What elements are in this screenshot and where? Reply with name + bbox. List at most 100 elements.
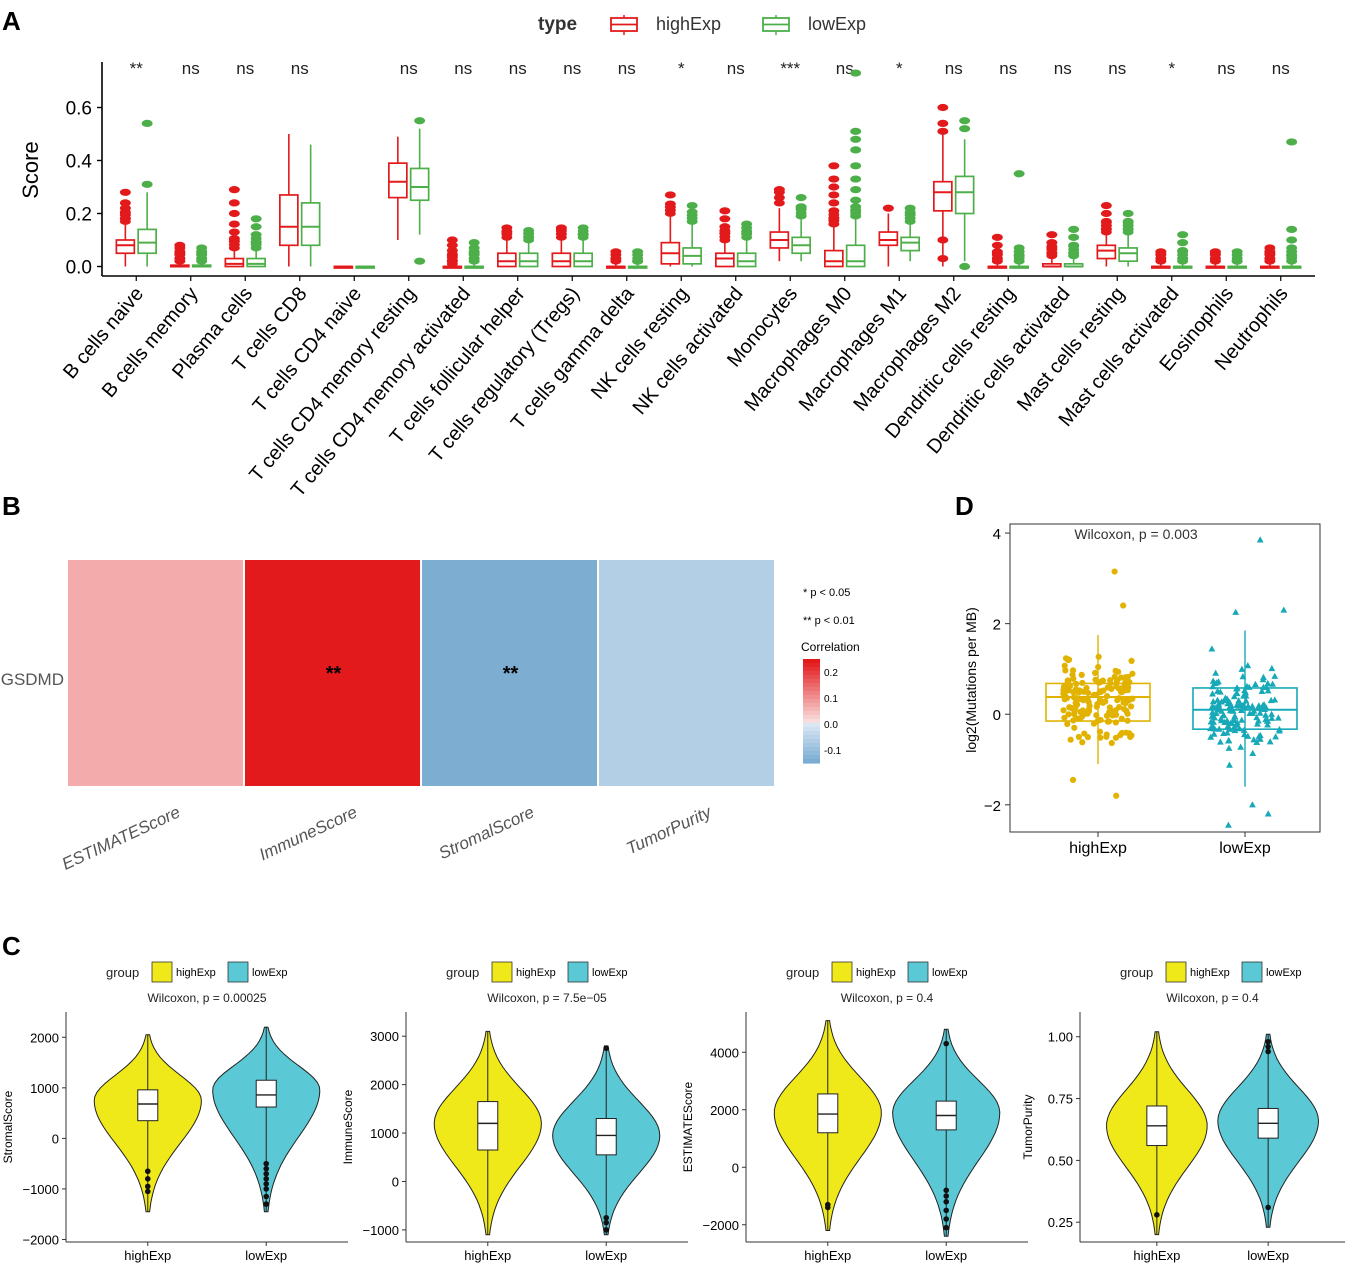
- d-point: [1245, 683, 1253, 690]
- a-outlier: [850, 69, 862, 77]
- c-y-label: ESTIMATEScore: [681, 1081, 695, 1172]
- d-point: [1108, 739, 1115, 747]
- b-colorbar-step: [803, 659, 820, 664]
- d-point: [1079, 679, 1086, 687]
- a-significance-label: ns: [291, 59, 309, 78]
- a-outlier: [119, 199, 131, 207]
- c-y-tick-label: 4000: [710, 1045, 739, 1060]
- d-point: [1103, 733, 1110, 740]
- a-outlier: [1264, 248, 1276, 256]
- c-y-tick-label: 1000: [30, 1081, 59, 1096]
- a-outlier: [773, 199, 785, 207]
- a-outlier: [773, 186, 785, 194]
- c-x-label: lowExp: [925, 1248, 967, 1263]
- d-point: [1208, 645, 1216, 652]
- a-y-tick-label: 0.6: [66, 99, 92, 120]
- d-point: [1209, 690, 1216, 697]
- a-outlier: [1068, 242, 1080, 250]
- a-outlier: [959, 117, 971, 125]
- d-point: [1093, 691, 1100, 698]
- a-outlier: [882, 204, 894, 212]
- d-point: [1267, 696, 1275, 704]
- d-point: [1078, 671, 1085, 678]
- c-outlier: [943, 1193, 950, 1199]
- c-y-tick-label: −1000: [22, 1182, 59, 1197]
- c-y-tick-label: 0.25: [1048, 1215, 1073, 1230]
- a-outlier: [686, 201, 698, 210]
- c-x-label: highExp: [804, 1248, 851, 1263]
- d-point: [1112, 667, 1119, 674]
- panel-label-a: A: [2, 6, 21, 36]
- a-category-label: NK cells resting: [587, 283, 693, 404]
- d-point: [1208, 703, 1216, 710]
- c-legend-label: lowExp: [932, 967, 967, 979]
- panel-d-mutation-boxplot: −2 0 2 4 log2(Mutations per MB) Wilcoxon, p =…: [963, 523, 1321, 857]
- a-box: [1096, 244, 1117, 260]
- a-outlier: [1046, 242, 1058, 250]
- c-outlier: [144, 1188, 151, 1195]
- b-colorbar-step: [803, 679, 820, 684]
- a-outlier: [119, 208, 131, 216]
- c-y-tick-label: 1000: [370, 1126, 399, 1141]
- d-point: [1280, 606, 1288, 613]
- d-point: [1095, 663, 1102, 671]
- b-column-label: StromalScore: [436, 802, 537, 863]
- c-y-tick-label: 3000: [370, 1029, 399, 1044]
- d-point: [1223, 696, 1231, 703]
- c-x-label: highExp: [1133, 1248, 1180, 1263]
- d-point: [1073, 680, 1080, 688]
- a-box: [900, 236, 920, 252]
- b-colorbar-label: 0.0: [824, 720, 838, 731]
- c-x-label: highExp: [464, 1248, 511, 1263]
- a-outlier: [828, 191, 840, 199]
- d-point: [1244, 732, 1252, 739]
- d-point: [1253, 713, 1261, 721]
- b-colorbar-step: [803, 715, 820, 720]
- a-box: [878, 231, 899, 247]
- d-point: [1230, 716, 1238, 723]
- a-outlier: [446, 241, 458, 249]
- b-colorbar-step: [803, 667, 820, 672]
- d-point: [1068, 704, 1075, 711]
- b-colorbar-step: [803, 703, 820, 708]
- d-point: [1120, 602, 1127, 609]
- a-box: [137, 228, 157, 255]
- a-outlier: [1286, 138, 1298, 146]
- d-point: [1227, 719, 1235, 726]
- a-outlier: [850, 146, 862, 154]
- c-box: [817, 1093, 839, 1134]
- b-colorbar-step: [803, 759, 820, 764]
- d-point: [1235, 697, 1243, 704]
- d-point: [1127, 733, 1134, 741]
- a-outlier: [141, 119, 153, 127]
- d-point: [1069, 671, 1076, 678]
- d-point: [1232, 608, 1240, 615]
- c-legend-label: highExp: [516, 967, 556, 979]
- b-colorbar-step: [803, 711, 820, 716]
- b-column-label: TumorPurity: [623, 802, 715, 858]
- a-outlier: [228, 235, 240, 242]
- a-outlier: [850, 162, 862, 170]
- d-point: [1233, 689, 1241, 696]
- a-outlier: [937, 127, 949, 135]
- a-significance-label: ns: [1272, 59, 1290, 78]
- a-outlier: [228, 199, 240, 207]
- d-point: [1064, 679, 1071, 686]
- c-legend-swatch-low: [1241, 961, 1263, 983]
- a-outlier: [850, 196, 862, 204]
- b-colorbar-step: [803, 723, 820, 728]
- c-y-tick-label: 0: [52, 1131, 59, 1146]
- d-y-tick-label: −2: [984, 798, 1001, 815]
- c-legend-title: group: [106, 965, 139, 980]
- a-outlier: [850, 127, 862, 135]
- d-point: [1060, 683, 1068, 690]
- a-outlier: [850, 175, 862, 183]
- a-outlier: [795, 203, 807, 211]
- d-point: [1226, 725, 1234, 732]
- panel-label-c: C: [2, 931, 21, 961]
- b-heatmap-cell: [68, 560, 243, 786]
- b-column-label: ESTIMATEScore: [59, 802, 183, 873]
- a-significance-label: ns: [236, 59, 254, 78]
